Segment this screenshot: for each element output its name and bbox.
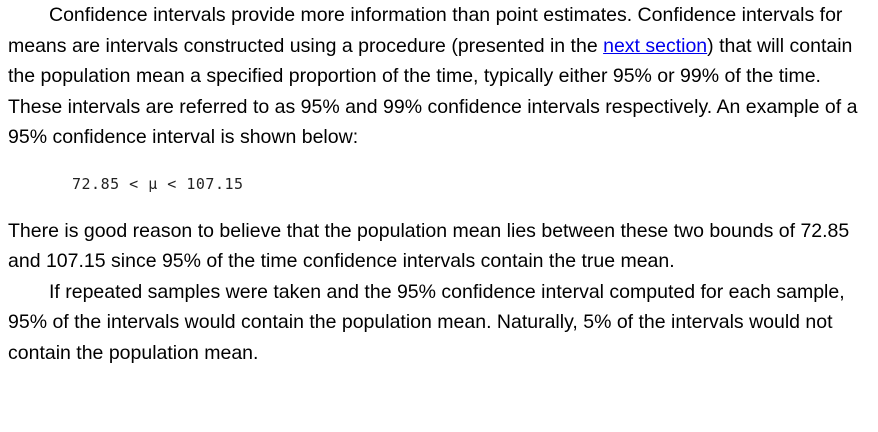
confidence-interval-formula: 72.85 < μ < 107.15 [72,174,244,193]
intro-text-before-link: Confidence intervals provide more inform… [8,4,843,57]
explanation-paragraph: There is good reason to believe that the… [8,219,850,273]
repeated-samples-paragraph: If repeated samples were taken and the 9… [8,280,845,364]
intro-paragraph: Confidence intervals provide more inform… [8,0,872,153]
intro-text-after-link: ) that will contain the population mean … [8,34,858,149]
next-section-link[interactable]: next section [603,34,708,57]
document-body: Confidence intervals provide more inform… [8,0,872,368]
